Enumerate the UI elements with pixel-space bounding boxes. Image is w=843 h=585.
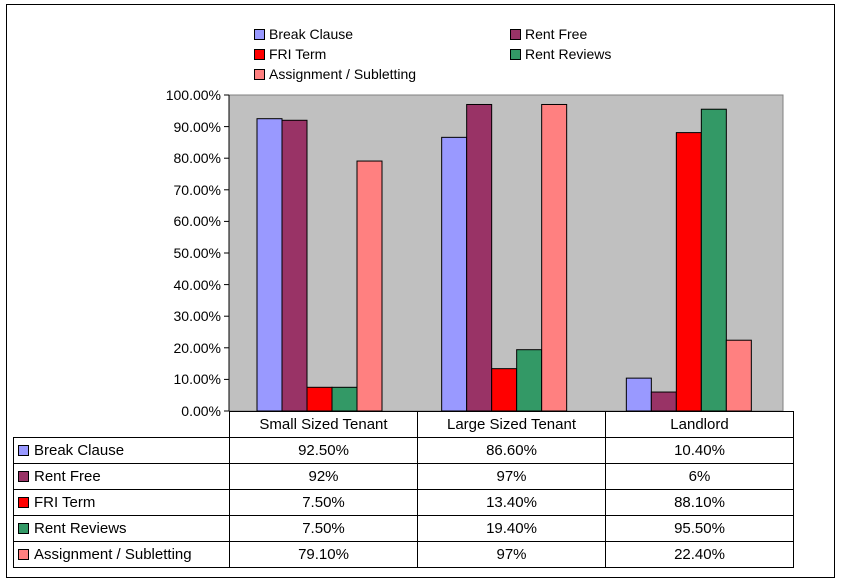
data-value-label: 79.10% bbox=[229, 541, 418, 568]
bar-fri-term-landlord bbox=[675, 132, 702, 412]
series-swatch bbox=[18, 496, 29, 508]
bar-rent-reviews-small-sized-tenant bbox=[331, 386, 358, 412]
series-name: Rent Free bbox=[34, 468, 101, 485]
bar-rent-reviews-large-sized-tenant bbox=[516, 349, 543, 412]
category-label: Large Sized Tenant bbox=[417, 411, 606, 438]
table-corner bbox=[13, 411, 230, 438]
legend-item-fri-term: FRI Term bbox=[254, 46, 326, 62]
data-value-label: 13.40% bbox=[417, 489, 606, 516]
bar-rent-reviews-landlord bbox=[700, 108, 727, 412]
legend-swatch bbox=[510, 28, 521, 40]
table-row: FRI Term 7.50% 13.40% 88.10% bbox=[13, 489, 794, 516]
table-row: Break Clause 92.50% 86.60% 10.40% bbox=[13, 437, 794, 464]
legend-label: Assignment / Subletting bbox=[269, 66, 417, 82]
bar-rent-free-large-sized-tenant bbox=[466, 103, 493, 412]
bar-fri-term-large-sized-tenant bbox=[491, 368, 518, 412]
data-table: Small Sized Tenant Large Sized Tenant Land… bbox=[13, 411, 794, 568]
y-tick-label: 100.00% bbox=[165, 87, 221, 103]
series-name: Break Clause bbox=[34, 442, 125, 459]
data-value-label: 92% bbox=[229, 463, 418, 490]
series-swatch bbox=[18, 522, 29, 534]
series-swatch bbox=[18, 444, 29, 456]
data-value-label: 7.50% bbox=[229, 515, 418, 542]
category-label: Landlord bbox=[605, 411, 794, 438]
data-value-label: 92.50% bbox=[229, 437, 418, 464]
bar-assignment-subletting-small-sized-tenant bbox=[356, 160, 383, 412]
table-header-row: Small Sized Tenant Large Sized Tenant Land… bbox=[13, 411, 794, 438]
bar-assignment-subletting-large-sized-tenant bbox=[541, 103, 568, 412]
data-value-label: 10.40% bbox=[605, 437, 794, 464]
y-tick-label: 90.00% bbox=[173, 118, 221, 135]
legend-item-rent-free: Rent Free bbox=[510, 26, 587, 42]
data-value-label: 86.60% bbox=[417, 437, 606, 464]
legend-label: Rent Free bbox=[525, 26, 588, 42]
table-row: Rent Free 92% 97% 6% bbox=[13, 463, 794, 490]
series-name: Rent Reviews bbox=[34, 520, 127, 537]
legend-item-assignment-subletting: Assignment / Subletting bbox=[254, 66, 416, 82]
y-tick-label: 20.00% bbox=[173, 339, 221, 356]
y-tick-label: 80.00% bbox=[173, 150, 221, 167]
data-value-label: 19.40% bbox=[417, 515, 606, 542]
legend-label: Rent Reviews bbox=[525, 46, 612, 62]
series-swatch bbox=[18, 470, 29, 482]
legend-item-break-clause: Break Clause bbox=[254, 26, 353, 42]
y-tick-label: 40.00% bbox=[173, 276, 221, 293]
y-tick-label: 60.00% bbox=[173, 213, 221, 230]
bar-assignment-subletting-landlord bbox=[725, 339, 752, 412]
category-label: Small Sized Tenant bbox=[229, 411, 418, 438]
data-value-label: 7.50% bbox=[229, 489, 418, 516]
series-name: FRI Term bbox=[34, 494, 96, 511]
bar-rent-free-landlord bbox=[650, 391, 677, 412]
legend-item-rent-reviews: Rent Reviews bbox=[510, 46, 611, 62]
table-row-header: FRI Term bbox=[13, 489, 230, 516]
legend-label: FRI Term bbox=[269, 46, 327, 62]
legend-swatch bbox=[254, 28, 265, 40]
bar-break-clause-small-sized-tenant bbox=[256, 118, 283, 412]
data-value-label: 97% bbox=[417, 541, 606, 568]
table-row-header: Rent Reviews bbox=[13, 515, 230, 542]
bar-rent-free-small-sized-tenant bbox=[281, 119, 308, 412]
legend-swatch bbox=[254, 48, 265, 60]
series-name: Assignment / Subletting bbox=[34, 546, 192, 563]
table-row: Rent Reviews 7.50% 19.40% 95.50% bbox=[13, 515, 794, 542]
data-value-label: 95.50% bbox=[605, 515, 794, 542]
table-row-header: Rent Free bbox=[13, 463, 230, 490]
y-tick-label: 10.00% bbox=[173, 371, 221, 388]
data-value-label: 6% bbox=[605, 463, 794, 490]
table-row-header: Assignment / Subletting bbox=[13, 541, 230, 568]
data-value-label: 22.40% bbox=[605, 541, 794, 568]
y-tick-label: 50.00% bbox=[173, 245, 221, 261]
bar-fri-term-small-sized-tenant bbox=[306, 386, 333, 412]
y-tick-label: 30.00% bbox=[173, 308, 221, 325]
y-tick-label: 70.00% bbox=[173, 181, 221, 198]
series-swatch bbox=[18, 548, 29, 560]
legend-swatch bbox=[510, 48, 521, 60]
data-value-label: 97% bbox=[417, 463, 606, 490]
legend-label: Break Clause bbox=[269, 26, 354, 42]
bar-break-clause-landlord bbox=[625, 377, 652, 412]
legend-swatch bbox=[254, 68, 265, 80]
data-value-label: 88.10% bbox=[605, 489, 794, 516]
bar-break-clause-large-sized-tenant bbox=[441, 136, 468, 412]
table-row-header: Break Clause bbox=[13, 437, 230, 464]
table-row: Assignment / Subletting 79.10% 97% 22.40% bbox=[13, 541, 794, 568]
